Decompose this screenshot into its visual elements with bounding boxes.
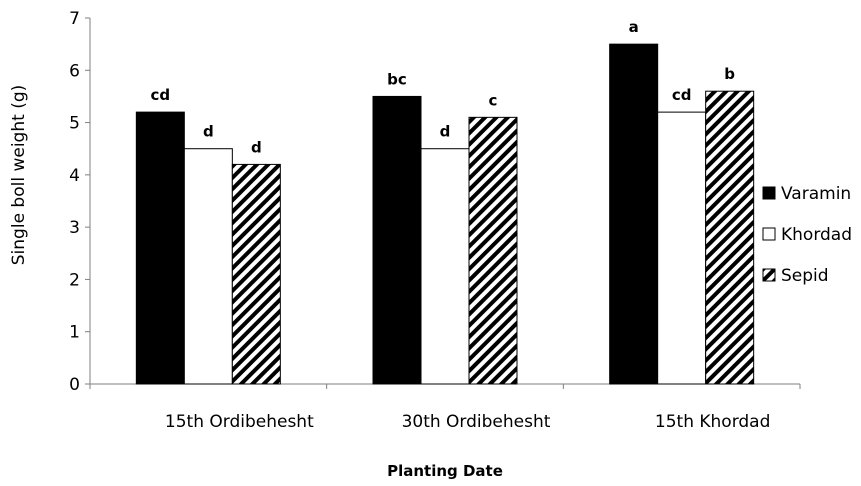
x-category-label: 30th Ordibehesht — [402, 412, 551, 432]
y-tick-label: 5 — [69, 114, 80, 134]
y-tick-label: 1 — [69, 323, 80, 343]
y-tick-label: 3 — [69, 218, 80, 238]
significance-label: d — [203, 123, 214, 141]
x-axis: 15th Ordibehesht 30th Ordibehesht 15th Kho… — [89, 383, 801, 432]
y-tick-label: 2 — [69, 270, 80, 290]
bars: cd bc a d d cd d c b — [135, 18, 755, 385]
bar-sepid — [468, 116, 518, 385]
significance-label: d — [251, 138, 262, 156]
legend-swatch-khordad — [762, 227, 776, 241]
y-tick-label: 0 — [69, 375, 80, 395]
bar-khordad — [657, 111, 707, 385]
legend-swatch-sepid — [762, 268, 776, 282]
bar-varamin — [372, 95, 422, 385]
legend-swatch-varamin — [762, 186, 776, 200]
significance-label: bc — [387, 70, 407, 88]
bar-varamin — [609, 43, 659, 385]
bar-varamin — [135, 111, 185, 385]
significance-label: b — [724, 65, 735, 83]
bar-khordad — [420, 148, 470, 385]
bar-sepid — [231, 163, 281, 385]
y-axis-title: Single boll weight (g) — [9, 85, 29, 265]
legend-label: Varamin — [781, 184, 851, 204]
y-axis: 0 1 2 3 4 5 6 7 — [69, 9, 91, 395]
y-tick-label: 4 — [69, 166, 80, 186]
significance-label: a — [629, 18, 639, 36]
y-tick-label: 6 — [69, 61, 80, 81]
bar-khordad — [183, 148, 233, 385]
legend-label: Khordad — [781, 225, 852, 245]
significance-label: c — [489, 91, 498, 109]
x-category-label: 15th Khordad — [655, 412, 771, 432]
significance-label: d — [440, 123, 451, 141]
y-tick-label: 7 — [69, 9, 80, 29]
significance-label: cd — [151, 86, 171, 104]
significance-label: cd — [672, 86, 692, 104]
bar-sepid — [705, 90, 755, 385]
legend-label: Sepid — [781, 266, 829, 286]
x-axis-title: Planting Date — [387, 462, 503, 480]
legend: Varamin Khordad Sepid — [762, 184, 852, 286]
x-category-label: 15th Ordibehesht — [165, 412, 314, 432]
